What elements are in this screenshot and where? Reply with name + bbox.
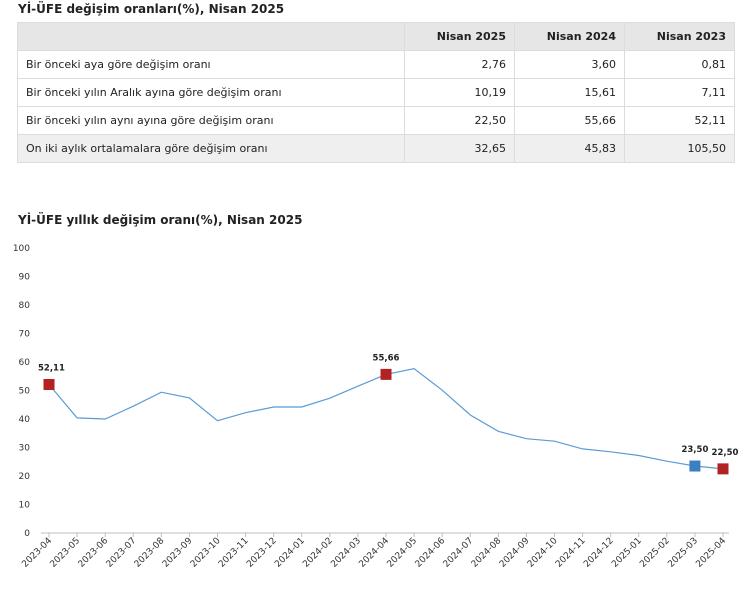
cell-value: 0,81 — [624, 50, 735, 79]
y-tick-label: 80 — [19, 301, 31, 311]
table-header-row: Nisan 2025 Nisan 2024 Nisan 2023 — [17, 22, 735, 51]
x-tick-label: 2024-02 — [301, 536, 335, 570]
row-label: Bir önceki aya göre değişim oranı — [17, 50, 405, 79]
y-tick-label: 20 — [19, 472, 31, 482]
x-tick-label: 2024-05 — [386, 536, 420, 570]
x-tick-label: 2023-11 — [217, 536, 251, 570]
x-tick-label: 2024-07 — [442, 536, 476, 570]
header-cell-label — [17, 22, 405, 51]
cell-value: 10,19 — [404, 78, 515, 107]
x-tick-label: 2024-01 — [273, 536, 307, 570]
table-title: Yİ-ÜFE değişim oranları(%), Nisan 2025 — [18, 2, 285, 16]
cell-value: 2,76 — [404, 50, 515, 79]
x-tick-label: 2025-04 — [694, 536, 728, 570]
header-cell-nisan-2025: Nisan 2025 — [404, 22, 515, 51]
header-cell-nisan-2024: Nisan 2024 — [514, 22, 625, 51]
data-point-marker — [689, 460, 701, 472]
header-cell-nisan-2023: Nisan 2023 — [624, 22, 735, 51]
data-label: 22,50 — [712, 448, 739, 458]
line-chart: 01020304050607080901002023-042023-052023… — [13, 244, 739, 570]
data-point-marker — [380, 368, 392, 380]
cell-value: 3,60 — [514, 50, 625, 79]
cell-value: 105,50 — [624, 134, 735, 163]
x-tick-label: 2024-11 — [554, 536, 588, 570]
cell-value: 52,11 — [624, 106, 735, 135]
y-tick-label: 10 — [19, 501, 31, 511]
series-line — [48, 367, 724, 470]
table-row: Bir önceki yılın Aralık ayına göre değiş… — [17, 78, 735, 107]
y-tick-label: 0 — [24, 529, 30, 539]
data-label: 52,11 — [38, 363, 65, 373]
data-label: 23,50 — [681, 445, 708, 455]
row-label: On iki aylık ortalamalara göre değişim o… — [17, 134, 405, 163]
y-tick-label: 50 — [19, 387, 31, 397]
x-tick-label: 2023-07 — [105, 536, 139, 570]
x-tick-label: 2025-01 — [610, 536, 644, 570]
x-tick-label: 2025-02 — [638, 536, 672, 570]
table-row: Bir önceki aya göre değişim oranı 2,76 3… — [17, 50, 735, 79]
x-tick-label: 2023-05 — [49, 536, 83, 570]
row-label: Bir önceki yılın Aralık ayına göre değiş… — [17, 78, 405, 107]
cell-value: 15,61 — [514, 78, 625, 107]
cell-value: 7,11 — [624, 78, 735, 107]
change-rates-table: Nisan 2025 Nisan 2024 Nisan 2023 Bir önc… — [17, 22, 735, 163]
data-point-marker — [717, 463, 729, 475]
cell-value: 55,66 — [514, 106, 625, 135]
y-tick-label: 30 — [19, 444, 31, 454]
cell-value: 32,65 — [404, 134, 515, 163]
row-label: Bir önceki yılın aynı ayına göre değişim… — [17, 106, 405, 135]
data-label: 55,66 — [373, 353, 400, 363]
x-tick-label: 2024-12 — [582, 536, 616, 570]
data-point-marker — [43, 378, 55, 390]
y-tick-label: 100 — [13, 244, 30, 254]
x-tick-label: 2025-03 — [666, 536, 700, 570]
cell-value: 22,50 — [404, 106, 515, 135]
table-row: On iki aylık ortalamalara göre değişim o… — [17, 134, 735, 163]
cell-value: 45,83 — [514, 134, 625, 163]
x-tick-label: 2024-03 — [329, 536, 363, 570]
table-row: Bir önceki yılın aynı ayına göre değişim… — [17, 106, 735, 135]
chart-title: Yİ-ÜFE yıllık değişim oranı(%), Nisan 20… — [18, 213, 303, 227]
y-tick-label: 40 — [19, 415, 31, 425]
y-tick-label: 90 — [19, 273, 31, 283]
y-tick-label: 70 — [19, 330, 31, 340]
y-tick-label: 60 — [19, 358, 31, 368]
x-tick-label: 2023-12 — [245, 536, 279, 570]
